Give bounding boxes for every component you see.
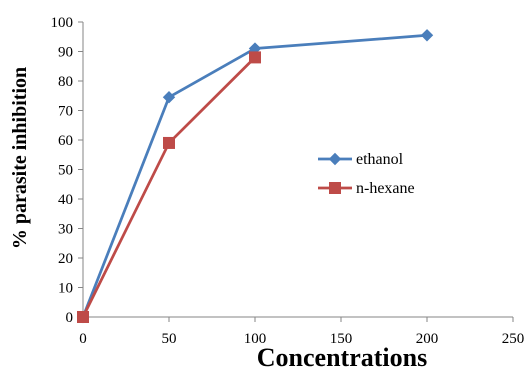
y-tick-label: 40	[58, 192, 73, 208]
y-tick-label: 60	[58, 133, 73, 149]
series-ethanol	[76, 29, 434, 324]
y-tick-label: 50	[58, 163, 73, 179]
data-point-ethanol	[420, 29, 434, 42]
legend-item-n-hexane: n-hexane	[318, 180, 415, 197]
y-tick-label: 70	[58, 104, 73, 120]
y-tick-label: 30	[58, 222, 73, 238]
legend-marker-ethanol	[328, 152, 342, 166]
y-tick-label: 10	[58, 281, 73, 297]
legend: ethanol n-hexane	[318, 151, 415, 197]
legend-marker-n-hexane	[329, 182, 341, 194]
y-tick-label: 100	[51, 15, 74, 31]
y-tick-label: 80	[58, 74, 73, 90]
legend-label-ethanol: ethanol	[356, 151, 404, 168]
y-tick-label: 90	[58, 45, 73, 61]
x-tick-label: 0	[79, 331, 87, 347]
x-tick-label: 250	[502, 331, 525, 347]
series-group	[76, 29, 434, 324]
x-axis-title: Concentrations	[257, 343, 427, 372]
series-line-ethanol	[81, 33, 428, 318]
x-tick-label: 150	[330, 331, 353, 347]
data-point-n-hexane	[249, 51, 261, 64]
axes	[78, 21, 514, 322]
series-n-hexane	[77, 51, 261, 323]
tick-labels: 0 10 20 30 40 50 60 70 80 90 100 0 50 100 150 200 250	[51, 15, 525, 347]
legend-item-ethanol: ethanol	[318, 151, 404, 168]
x-tick-label: 200	[416, 331, 439, 347]
x-tick-label: 50	[162, 331, 177, 347]
legend-label-n-hexane: n-hexane	[356, 180, 415, 197]
data-point-ethanol	[162, 91, 176, 104]
x-tick-label: 100	[244, 331, 267, 347]
y-axis-title: % parasite inhibition	[9, 67, 31, 249]
y-tick-label: 0	[66, 310, 74, 326]
y-tick-label: 20	[58, 251, 73, 267]
data-point-n-hexane	[163, 136, 175, 149]
data-point-n-hexane	[77, 311, 89, 323]
